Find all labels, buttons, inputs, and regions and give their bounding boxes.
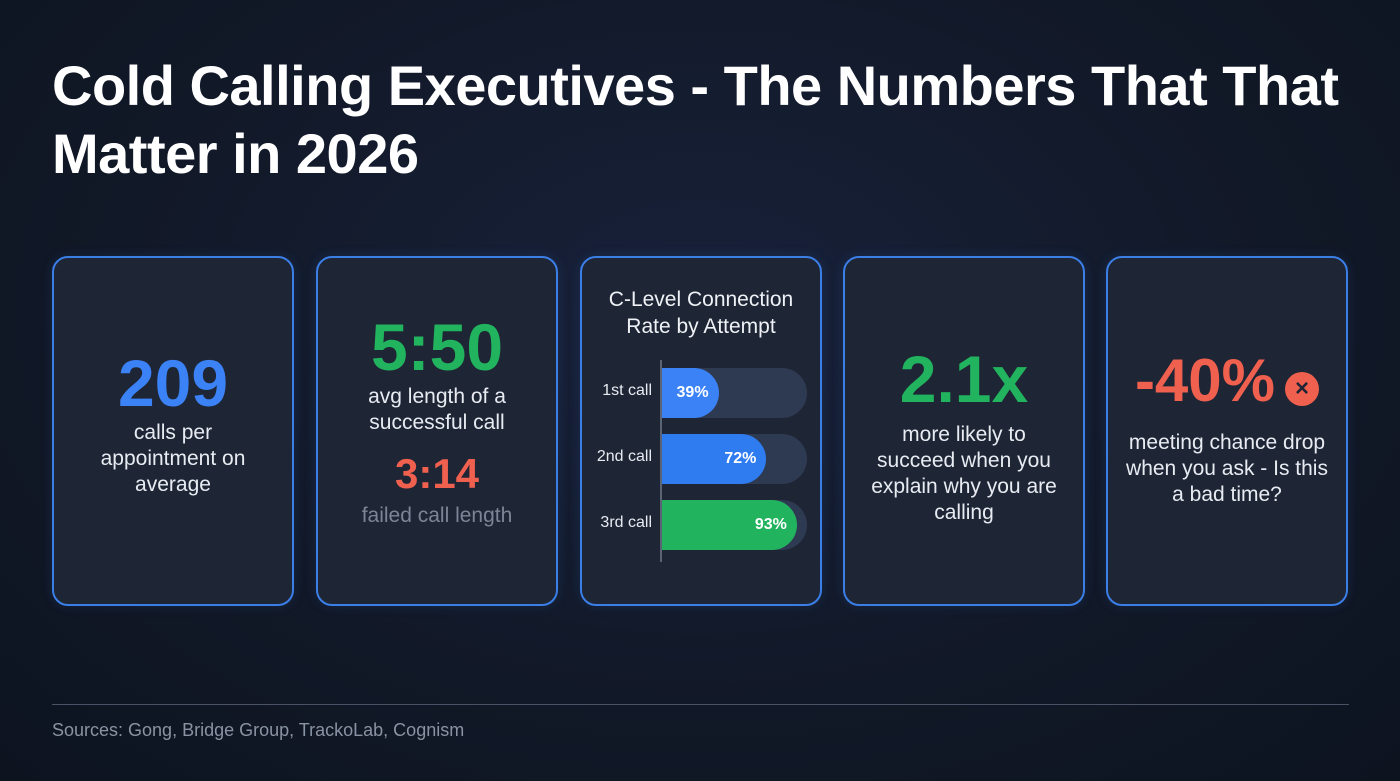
bar-row: 3rd call 93% xyxy=(582,500,822,550)
sources-text: Sources: Gong, Bridge Group, TrackoLab, … xyxy=(52,720,465,740)
stat-card-bad-time: -40% × meeting chance drop when you ask -… xyxy=(1106,256,1348,606)
bar-track: 72% xyxy=(662,434,807,484)
bar-category-label: 3rd call xyxy=(600,514,652,531)
bar-category-label: 2nd call xyxy=(596,448,652,465)
stat-desc: meeting chance drop when you ask - Is th… xyxy=(1126,431,1328,506)
stat-desc: avg length of a successful call xyxy=(368,385,506,434)
stat-value: 209 xyxy=(117,346,229,420)
stat-card-call-length: 5:50 avg length of a successful call 3:1… xyxy=(316,256,558,606)
stat-value: 5:50 xyxy=(370,310,504,384)
bar: 39% xyxy=(662,368,719,418)
stat-desc-secondary: failed call length xyxy=(361,504,513,527)
bar: 93% xyxy=(662,500,797,550)
stat-card-explain: 2.1x more likely to succeed when you exp… xyxy=(843,256,1085,606)
bar-category-label: 1st call xyxy=(602,382,652,399)
bar-track: 93% xyxy=(662,500,807,550)
bar: 72% xyxy=(662,434,767,484)
bar-row: 1st call 39% xyxy=(582,368,822,418)
close-circle-icon: × xyxy=(1285,371,1320,406)
bar-row: 2nd call 72% xyxy=(582,434,822,484)
page-title: Cold Calling Executives - The Numbers Th… xyxy=(52,54,1339,185)
stat-value: 2.1x xyxy=(899,342,1029,416)
stat-desc: more likely to succeed when you explain … xyxy=(871,423,1057,524)
stat-value: -40% xyxy=(1134,347,1276,414)
chart-title: C-Level Connection Rate by Attempt xyxy=(608,288,794,338)
footer-divider xyxy=(52,704,1349,705)
stat-value-secondary: 3:14 xyxy=(394,450,480,497)
chart-axis xyxy=(660,360,662,562)
stat-card-calls: 209 calls per appointment on average xyxy=(52,256,294,606)
stat-desc: calls per appointment on average xyxy=(100,421,246,496)
bar-track: 39% xyxy=(662,368,807,418)
chart-card: C-Level Connection Rate by Attempt 1st c… xyxy=(580,256,822,606)
